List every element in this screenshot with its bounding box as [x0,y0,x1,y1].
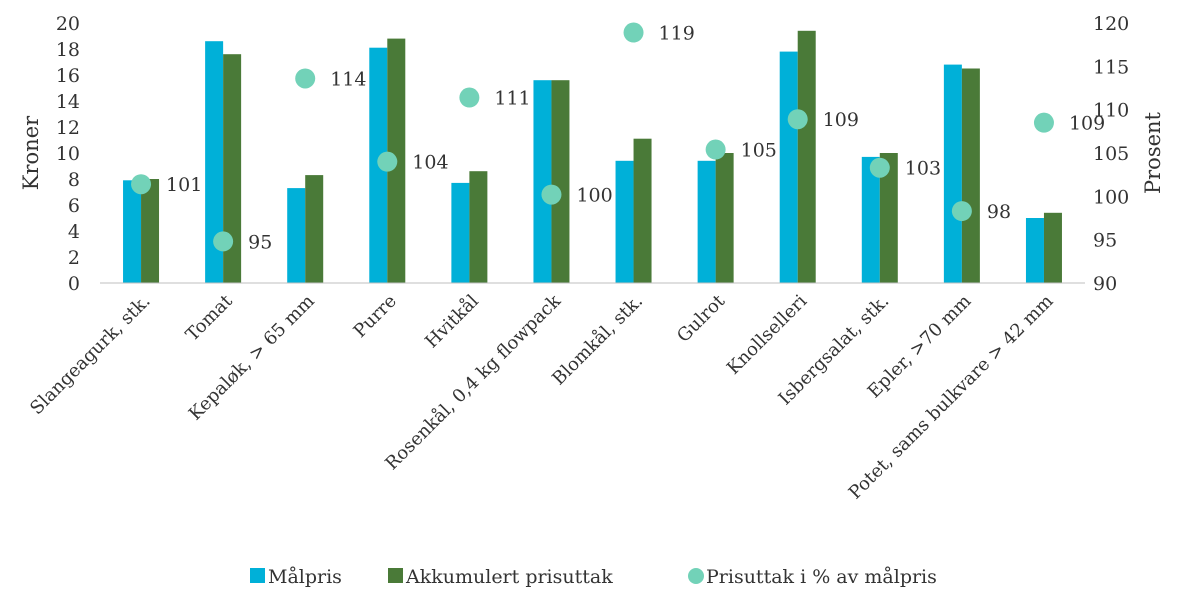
point-prisuttak [377,151,398,172]
y-tick-label: 12 [56,117,80,139]
point-prisuttak [131,174,152,195]
bar-malpris [451,182,470,283]
y-axis-right: 90 95 100 105 110 115 120 [1093,13,1129,295]
y-tick-label: 4 [68,221,80,243]
bar-malpris [287,188,306,283]
bar-akkumulert [715,153,734,283]
legend-swatch [250,568,265,583]
y-tick-label: 20 [56,13,80,35]
legend-swatch [388,568,403,583]
legend-label: Prisuttak i % av målpris [706,566,937,588]
category-label: Rosenkål, 0,4 kg flowpack [381,289,566,474]
y2-tick-label: 95 [1093,230,1117,252]
bar-malpris [205,41,224,284]
bar-malpris [943,64,962,283]
point-prisuttak [951,201,972,222]
bar-akkumulert [469,171,488,283]
y-tick-label: 8 [68,169,80,191]
point-prisuttak [213,231,234,252]
bar-akkumulert [1043,212,1062,283]
bar-malpris [123,180,142,283]
data-label: 95 [248,231,272,253]
data-label: 100 [576,185,612,207]
bar-akkumulert [551,80,570,283]
y2-axis-title: Prosent [1141,111,1165,194]
category-label: Knollselleri [723,291,811,379]
bar-malpris [533,80,552,283]
bar-malpris [779,51,798,283]
y2-tick-label: 115 [1093,56,1129,78]
data-label: 119 [659,23,695,45]
bar-akkumulert [961,68,980,283]
y-tick-label: 18 [56,39,80,61]
bar-akkumulert [141,179,160,283]
bar-akkumulert [879,153,898,283]
y2-tick-label: 120 [1093,13,1129,35]
bar-akkumulert [633,138,652,283]
data-label: 98 [987,201,1011,223]
category-label: Slangeagurk, stk. [26,291,154,419]
data-label: 105 [741,140,777,162]
legend-label: Akkumulert prisuttak [405,566,613,588]
point-prisuttak [1033,112,1054,133]
point-prisuttak [787,109,808,130]
point-prisuttak [869,157,890,178]
y2-tick-label: 90 [1093,273,1117,295]
bar-akkumulert [305,175,324,283]
y-tick-label: 0 [68,273,80,295]
legend-swatch [688,568,704,584]
y-tick-label: 14 [56,91,80,113]
y-tick-label: 6 [68,195,80,217]
category-label: Tomat [182,290,237,345]
y2-tick-label: 100 [1093,186,1129,208]
y-tick-label: 16 [56,65,80,87]
bar-akkumulert [797,30,816,283]
point-prisuttak [705,139,726,160]
point-prisuttak [623,22,644,43]
bar-akkumulert [223,54,242,284]
bar-malpris [1025,218,1044,283]
bar-malpris [697,160,716,283]
y-axis-left: 0 2 4 6 8 10 12 14 16 18 20 [56,13,80,295]
data-label: 111 [494,88,530,110]
category-label: Gulrot [673,290,730,347]
y-tick-label: 2 [68,247,80,269]
y-axis-title: Kroner [19,115,43,190]
category-label: Purre [350,291,401,342]
data-label: 104 [412,152,448,174]
data-label: 101 [166,174,202,196]
points: 101 95 114 104 111 100 119 105 109 103 98 109 [131,22,1105,253]
y2-tick-label: 105 [1093,143,1129,165]
y-tick-label: 10 [56,143,80,165]
data-label: 103 [905,158,941,180]
point-prisuttak [295,68,316,89]
data-label: 109 [823,109,859,131]
data-label: 109 [1069,113,1105,135]
legend-label: Målpris [268,566,342,588]
bar-malpris [861,156,880,283]
category-label: Hvitkål [420,290,483,353]
legend: Målpris Akkumulert prisuttak Prisuttak i %… [250,566,937,588]
bar-malpris [615,160,634,283]
point-prisuttak [541,184,562,205]
data-label: 114 [330,68,366,90]
y2-tick-label: 110 [1093,100,1129,122]
point-prisuttak [459,87,480,108]
